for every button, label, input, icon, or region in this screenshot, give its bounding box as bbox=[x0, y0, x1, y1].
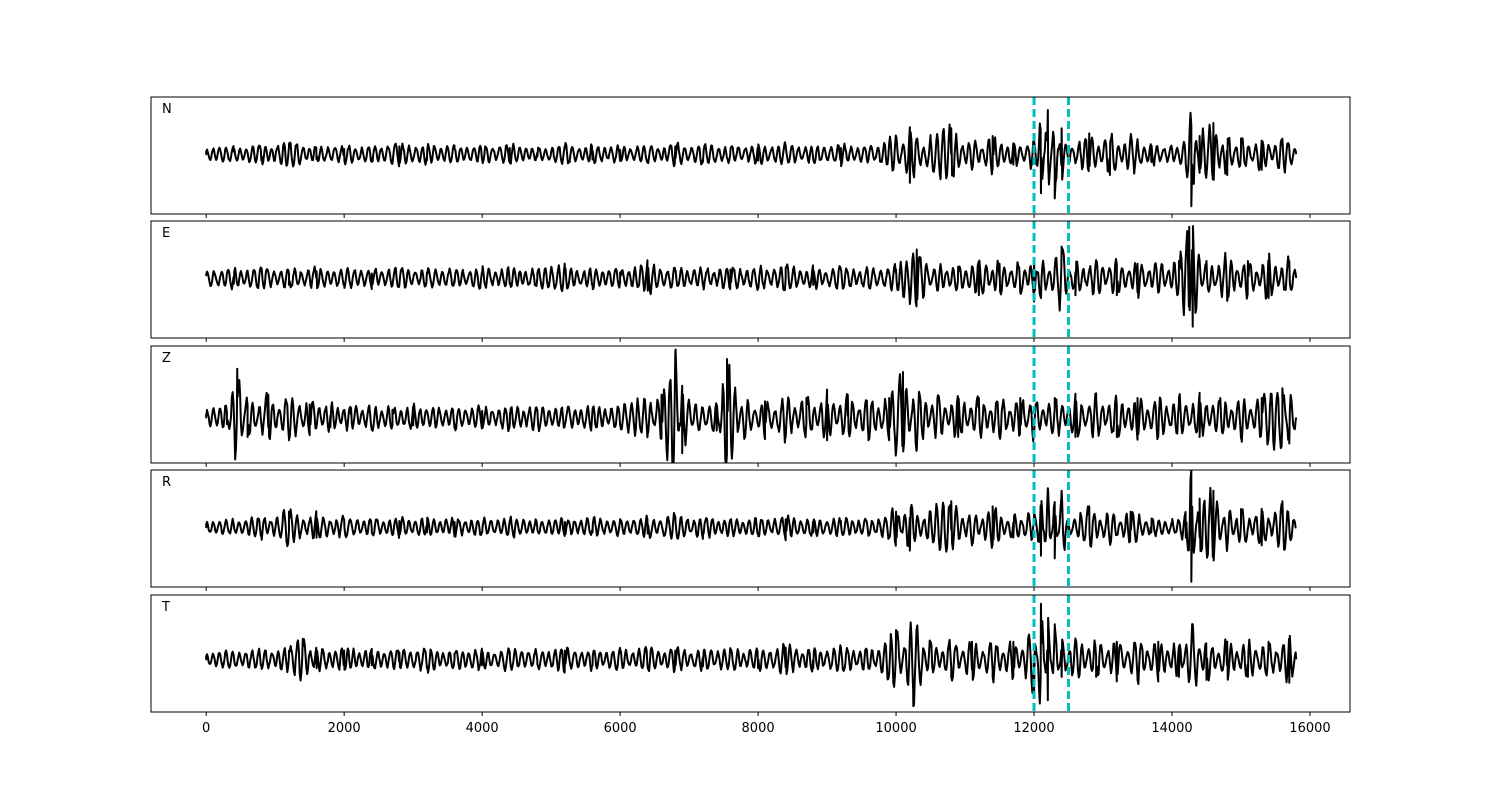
panel-frame-n bbox=[150, 96, 1351, 215]
trace-line-t bbox=[205, 602, 1298, 708]
trace-line-r bbox=[205, 470, 1297, 583]
panel-z: Z bbox=[150, 345, 1351, 467]
x-tick-label: 10000 bbox=[875, 721, 916, 736]
x-tick-label: 2000 bbox=[328, 721, 361, 736]
trace-panels: N E Z R T bbox=[150, 96, 1351, 716]
x-tick-label: 8000 bbox=[742, 721, 775, 736]
trace-line-n bbox=[205, 109, 1298, 208]
x-axis: 0 2000 4000 6000 8000 10000 12000 14000 16000 bbox=[202, 721, 1331, 736]
x-tick-label: 6000 bbox=[604, 721, 637, 736]
trace-line-z bbox=[205, 348, 1298, 463]
x-tick-label: 0 bbox=[202, 721, 210, 736]
panel-label-z: Z bbox=[162, 351, 171, 366]
x-tick-label: 14000 bbox=[1151, 721, 1192, 736]
panel-frame-r bbox=[150, 469, 1351, 588]
panel-n: N bbox=[150, 96, 1351, 218]
panel-label-r: R bbox=[162, 475, 171, 490]
x-tick-label: 4000 bbox=[466, 721, 499, 736]
panel-e: E bbox=[150, 220, 1351, 342]
panel-frame-z bbox=[150, 345, 1351, 464]
panel-t: T bbox=[150, 594, 1351, 716]
panel-label-n: N bbox=[162, 102, 172, 117]
x-tick-label: 16000 bbox=[1289, 721, 1330, 736]
panel-label-t: T bbox=[161, 600, 170, 615]
trace-line-e bbox=[205, 225, 1298, 328]
panel-r: R bbox=[150, 469, 1351, 591]
panel-frame-t bbox=[150, 594, 1351, 713]
x-tick-label: 12000 bbox=[1013, 721, 1054, 736]
panel-label-e: E bbox=[162, 226, 170, 241]
panel-frame-e bbox=[150, 220, 1351, 339]
